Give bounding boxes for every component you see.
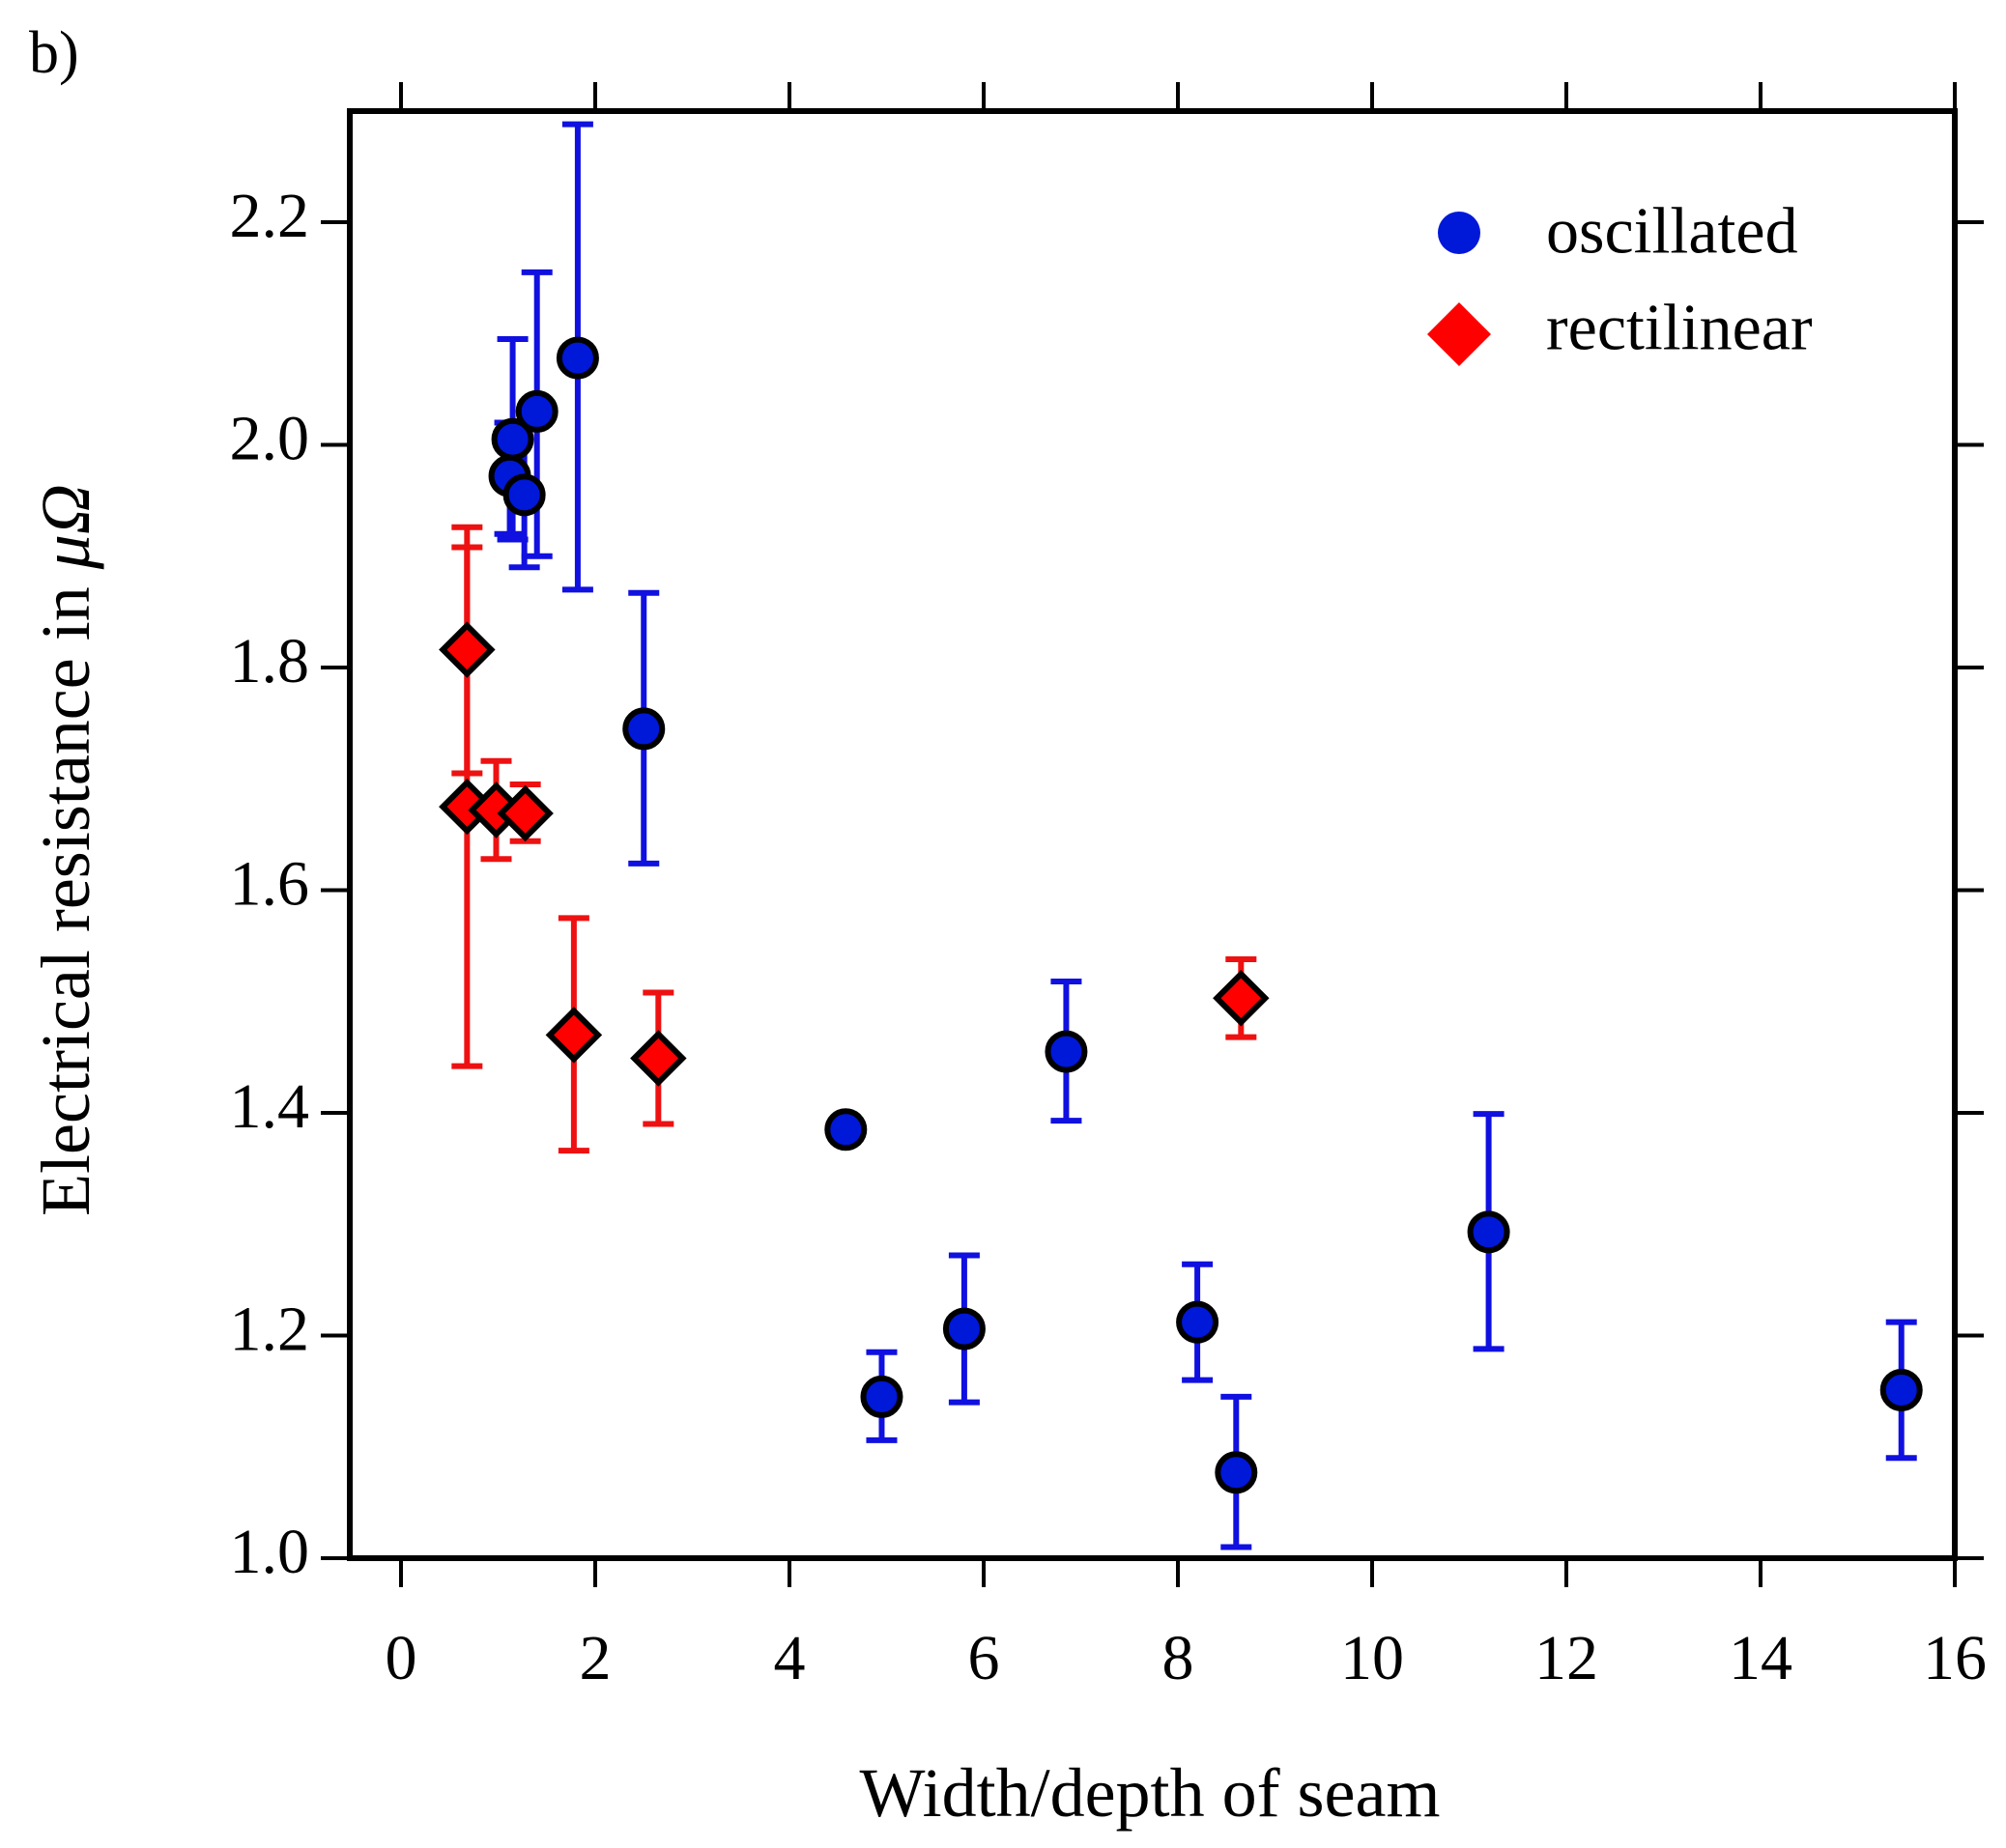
legend-label-rectilinear: rectilinear	[1546, 291, 1813, 364]
rectilinear-point	[439, 621, 496, 678]
plot-frame	[347, 108, 1958, 1561]
x-tick-label: 14	[1729, 1623, 1792, 1693]
y-tick-label: 1.8	[230, 626, 310, 697]
oscillated-point	[1467, 1210, 1510, 1254]
x-tick-label: 12	[1534, 1623, 1598, 1693]
oscillated-point	[622, 707, 666, 751]
oscillated-point	[942, 1307, 986, 1350]
oscillated-point	[860, 1375, 903, 1418]
oscillated-point	[1045, 1030, 1088, 1073]
rectilinear-point	[497, 784, 554, 842]
oscillated-point	[556, 336, 599, 380]
oscillated-point	[502, 473, 546, 517]
panel-label: b)	[29, 20, 79, 86]
x-tick-label: 2	[580, 1623, 612, 1693]
legend-marker-rectilinear	[1427, 302, 1491, 366]
legend-marker-oscillated	[1438, 212, 1480, 254]
y-axis-label-unit: μΩ	[27, 484, 104, 570]
x-tick-label: 8	[1162, 1623, 1194, 1693]
x-tick-label: 6	[968, 1623, 1000, 1693]
legend-label-oscillated: oscillated	[1546, 194, 1798, 268]
y-tick-label: 1.4	[230, 1071, 310, 1142]
y-axis-label: Electrical resistance in μΩ	[27, 484, 104, 1216]
y-tick-label: 1.2	[230, 1294, 310, 1365]
x-axis-label: Width/depth of seam	[860, 1754, 1441, 1832]
y-tick-label: 2.0	[230, 404, 310, 474]
y-tick-label: 2.2	[230, 181, 310, 251]
oscillated-point	[1879, 1368, 1923, 1411]
oscillated-point	[824, 1108, 868, 1151]
y-tick-label: 1.6	[230, 849, 310, 920]
oscillated-point	[1176, 1300, 1219, 1344]
x-tick-label: 4	[774, 1623, 806, 1693]
rectilinear-point	[1213, 970, 1270, 1027]
data-markers	[439, 336, 1923, 1494]
rectilinear-point	[630, 1030, 687, 1087]
x-tick-label: 10	[1340, 1623, 1404, 1693]
y-axis-label-text: Electrical resistance in	[27, 569, 104, 1216]
axis-tick-labels: 0 2 4 6 8 10 12 14 16 1.0 1.2 1.4 1.6 1.8 2.0 2.2	[230, 181, 1988, 1693]
x-tick-label: 16	[1923, 1623, 1987, 1693]
x-tick-label: 0	[386, 1623, 417, 1693]
oscillated-point	[515, 389, 559, 433]
axis-ticks	[321, 82, 1984, 1587]
rectilinear-point	[545, 1007, 603, 1064]
y-tick-label: 1.0	[230, 1517, 310, 1587]
legend: oscillated rectilinear	[1427, 194, 1813, 366]
oscillated-point	[1215, 1451, 1258, 1494]
